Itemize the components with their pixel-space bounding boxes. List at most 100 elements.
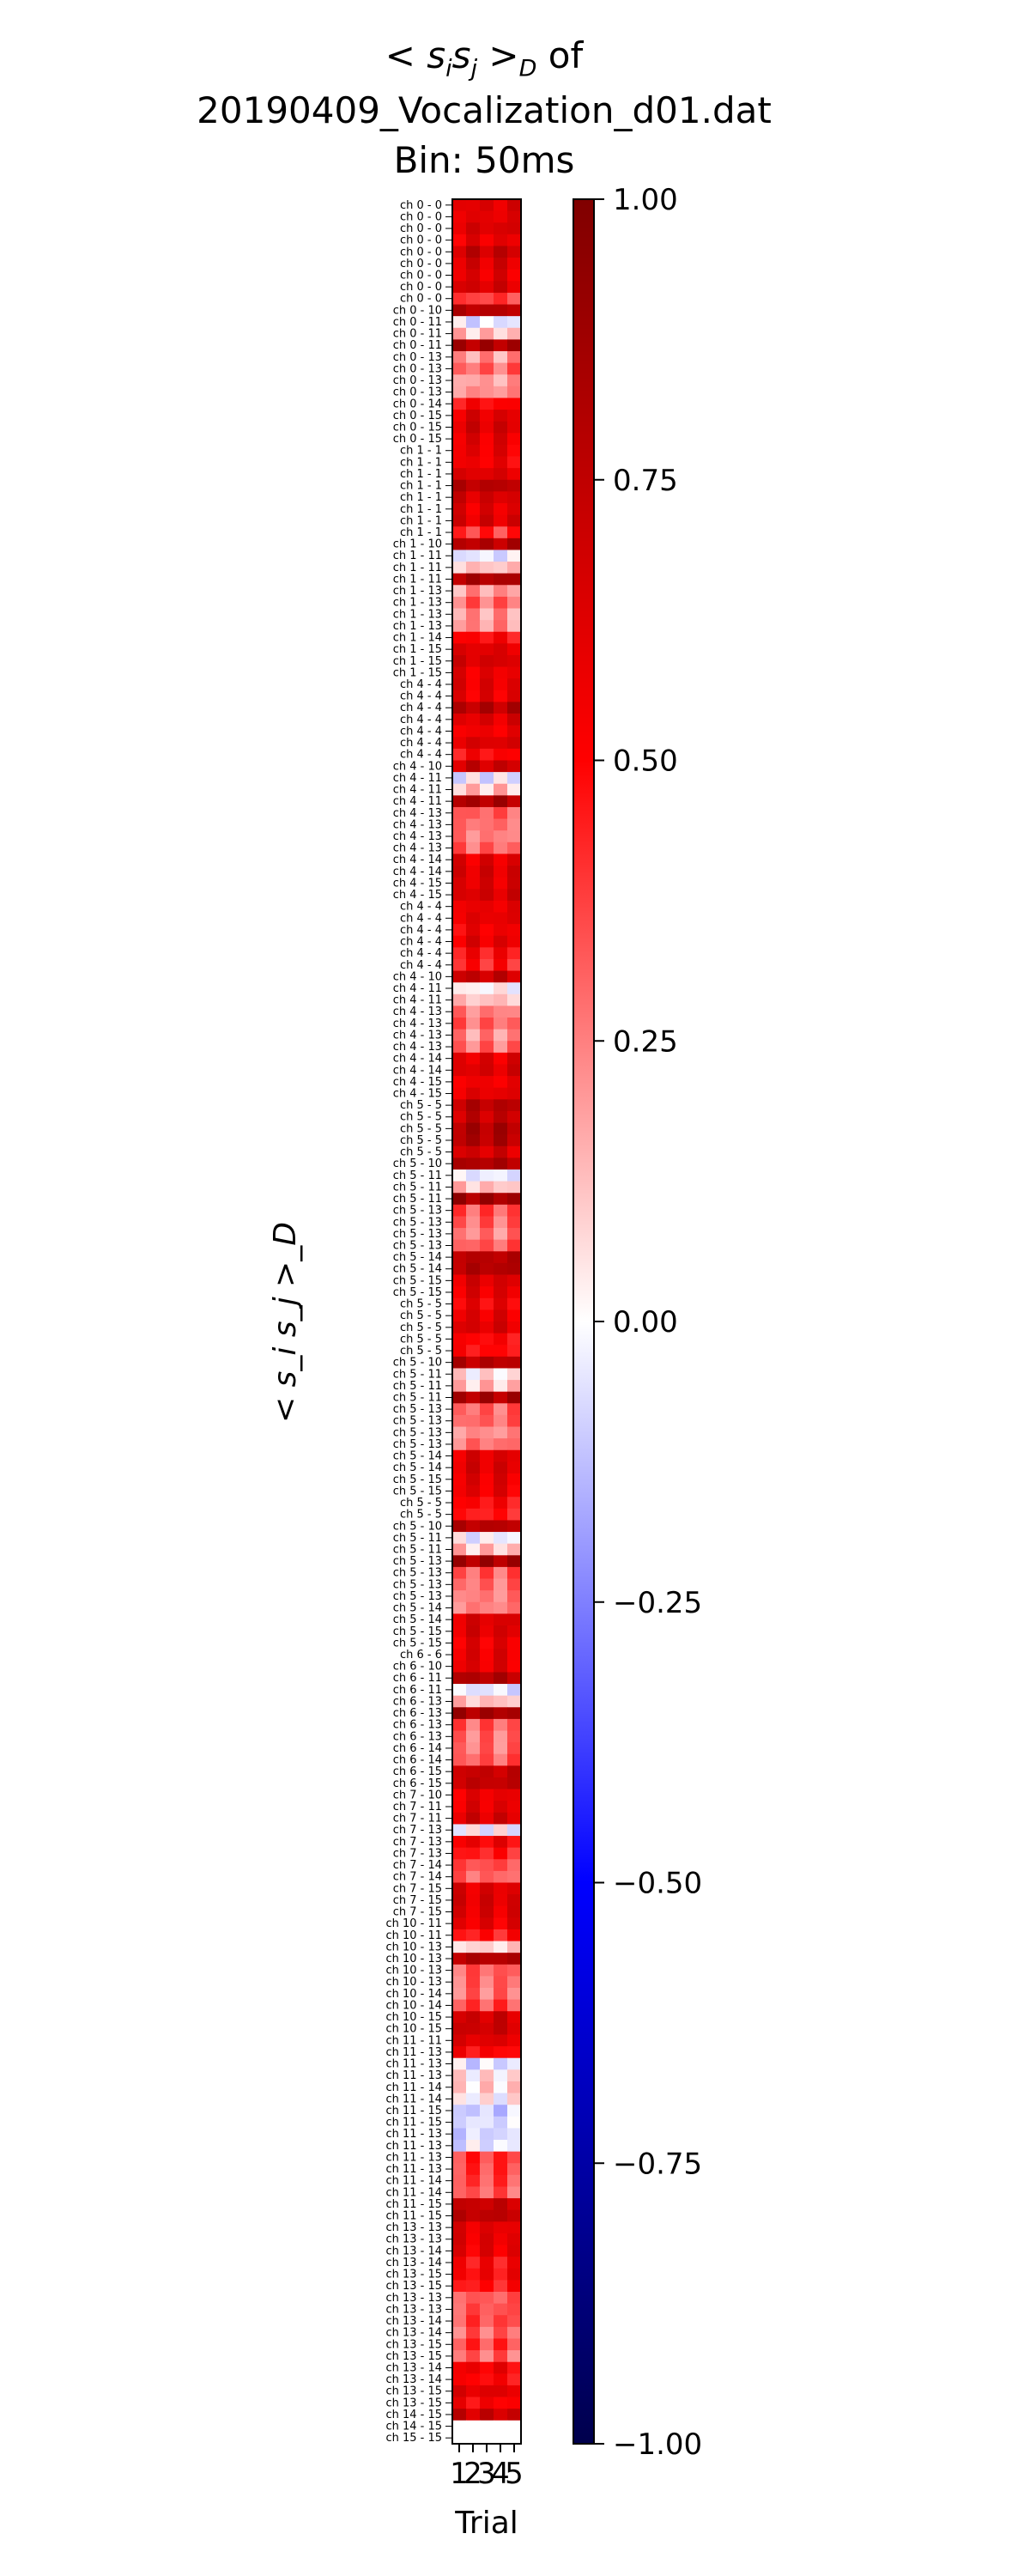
heatmap-cell xyxy=(466,1309,481,1322)
heatmap-cell xyxy=(480,444,494,457)
colorbar-tick-label: 0.25 xyxy=(613,1024,678,1059)
row-tick-label: ch 1 - 15 xyxy=(393,643,442,656)
heatmap-cell xyxy=(466,1274,481,1287)
heatmap-cell xyxy=(466,1368,481,1381)
heatmap-cell xyxy=(507,456,522,469)
heatmap-cell xyxy=(452,772,467,785)
heatmap-cell xyxy=(480,479,494,492)
heatmap-cell xyxy=(466,1321,481,1334)
row-tick-label: ch 7 - 14 xyxy=(393,1871,442,1884)
heatmap-cell xyxy=(494,210,508,223)
heatmap-cell xyxy=(480,1953,494,1965)
heatmap-cell xyxy=(466,900,481,913)
heatmap-cell xyxy=(452,1953,467,1965)
heatmap-cell xyxy=(466,1999,481,2012)
heatmap-cell xyxy=(494,643,508,656)
heatmap-cell xyxy=(466,2128,481,2141)
row-tick-label: ch 13 - 13 xyxy=(385,2303,442,2316)
heatmap-cell xyxy=(466,2105,481,2117)
heatmap-cell xyxy=(452,1859,467,1872)
heatmap-cell xyxy=(507,210,522,223)
heatmap-cell xyxy=(507,1309,522,1322)
heatmap-cell xyxy=(480,1601,494,1614)
heatmap-cell xyxy=(507,1099,522,1112)
row-tick-label: ch 4 - 4 xyxy=(400,749,442,762)
heatmap-cell xyxy=(480,702,494,714)
heatmap-cell xyxy=(480,1368,494,1381)
heatmap-cell xyxy=(507,2116,522,2129)
heatmap-cell xyxy=(466,1426,481,1439)
heatmap-cell xyxy=(494,1438,508,1451)
row-tick-label: ch 5 - 11 xyxy=(393,1391,442,1404)
heatmap-cell xyxy=(507,1999,522,2012)
heatmap-cell xyxy=(452,1333,467,1346)
row-tick-label: ch 7 - 15 xyxy=(393,1882,442,1895)
heatmap-cell xyxy=(452,1438,467,1451)
heatmap-cell xyxy=(507,889,522,902)
heatmap-cell xyxy=(466,1836,481,1849)
heatmap-cell xyxy=(480,620,494,633)
heatmap-cell xyxy=(452,1625,467,1637)
heatmap-cell xyxy=(507,2233,522,2245)
heatmap-cell xyxy=(466,1917,481,1930)
row-tick-label: ch 5 - 5 xyxy=(400,1309,442,1322)
heatmap-cell xyxy=(452,1988,467,2001)
heatmap-cell xyxy=(466,1170,481,1182)
heatmap-cell xyxy=(480,2257,494,2269)
heatmap-cell xyxy=(452,316,467,329)
heatmap-cell xyxy=(494,2151,508,2164)
heatmap-cell xyxy=(480,1625,494,1637)
heatmap-cell xyxy=(507,2280,522,2293)
heatmap-cell xyxy=(494,1391,508,1404)
heatmap-cell xyxy=(507,1029,522,1042)
heatmap-cell xyxy=(507,1087,522,1100)
row-tick-label: ch 6 - 6 xyxy=(400,1649,442,1662)
heatmap-cell xyxy=(480,1801,494,1814)
heatmap-cell xyxy=(466,1497,481,1510)
heatmap-cell xyxy=(466,1695,481,1708)
heatmap-cell xyxy=(452,1929,467,1941)
heatmap-cell xyxy=(507,2432,522,2445)
row-tick-label: ch 1 - 14 xyxy=(393,632,442,645)
row-tick-label: ch 10 - 11 xyxy=(385,1929,442,1942)
heatmap-cell xyxy=(480,854,494,866)
row-tick-label: ch 4 - 4 xyxy=(400,678,442,691)
heatmap-cell xyxy=(507,1134,522,1147)
heatmap-cell xyxy=(507,2361,522,2374)
heatmap-cell xyxy=(494,678,508,691)
heatmap-cell xyxy=(480,585,494,598)
heatmap-cell xyxy=(452,199,467,212)
row-tick-label: ch 4 - 13 xyxy=(393,1041,442,1054)
heatmap-cell xyxy=(480,982,494,995)
heatmap-cell xyxy=(507,526,522,539)
heatmap-cell xyxy=(507,2373,522,2386)
heatmap-cell xyxy=(452,1380,467,1393)
row-tick-label: ch 1 - 1 xyxy=(400,456,442,469)
heatmap-cell xyxy=(466,526,481,539)
heatmap-cell xyxy=(480,2315,494,2328)
heatmap-cell xyxy=(494,2233,508,2245)
row-tick-label: ch 5 - 13 xyxy=(393,1426,442,1439)
heatmap-cell xyxy=(507,410,522,422)
heatmap-cell xyxy=(480,2245,494,2257)
heatmap-cell xyxy=(452,468,467,481)
heatmap-cell xyxy=(452,1064,467,1077)
heatmap-cell xyxy=(480,1566,494,1579)
heatmap-cell xyxy=(480,1836,494,1849)
heatmap-cell xyxy=(507,491,522,504)
heatmap-cell xyxy=(466,2163,481,2176)
heatmap-cell xyxy=(494,854,508,866)
heatmap-cell xyxy=(494,2140,508,2153)
heatmap-cell xyxy=(452,1695,467,1708)
heatmap-cell xyxy=(452,889,467,902)
row-tick-label: ch 6 - 11 xyxy=(393,1684,442,1697)
heatmap-cell xyxy=(480,538,494,550)
row-tick-label: ch 5 - 11 xyxy=(393,1368,442,1381)
heatmap-cell xyxy=(507,1426,522,1439)
heatmap-cell xyxy=(452,1707,467,1720)
heatmap-cell xyxy=(494,433,508,446)
heatmap-cell xyxy=(466,1718,481,1731)
heatmap-cell xyxy=(480,2163,494,2176)
